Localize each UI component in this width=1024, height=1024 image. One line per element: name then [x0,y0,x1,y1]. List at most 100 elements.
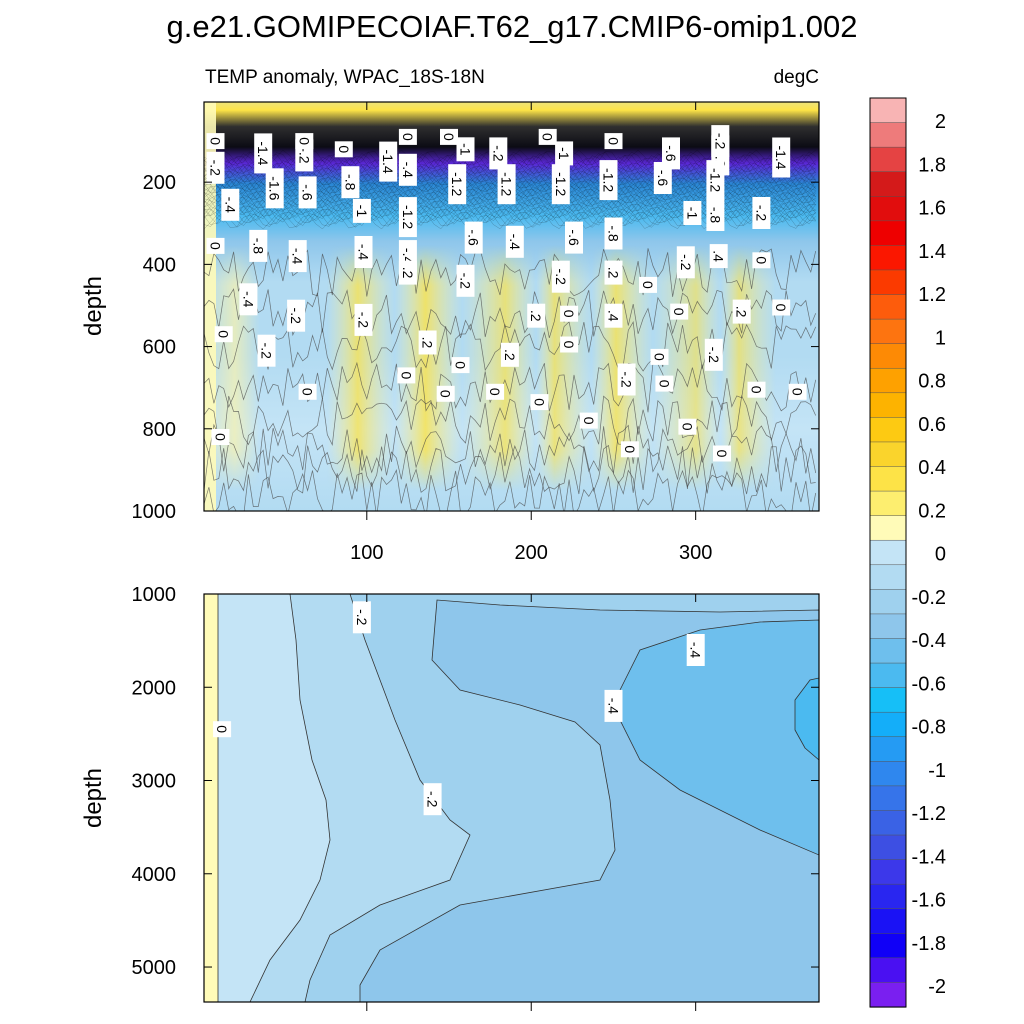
contour-label-text: -.4 [290,248,306,265]
contour-label-text: 0 [336,145,352,153]
colorbar-label: -2 [928,976,946,998]
contour-label-box [352,601,371,634]
contour-label-text: 0 [561,341,577,349]
colorbar-swatch [869,97,907,124]
contour-label-text: -.4 [400,248,416,265]
contour-label-box [440,128,458,145]
contour-label: -.2 [489,137,508,170]
contour-label: 0 [538,128,557,145]
contour-label-text: .4 [711,250,727,262]
contour-label-text: -.2 [458,273,474,290]
colorbar-swatch [869,736,907,762]
lower-field: 0 -.2 -.2 -.4 -.4 [204,594,819,1002]
colorbar-swatch [869,662,907,689]
contour-label-text: -1.2 [601,168,617,192]
upper-y-axis-label: depth [80,276,107,336]
contour-label-box [538,128,557,145]
contour-label-text: 0 [606,137,622,145]
contour-label-text: .4 [606,310,622,322]
lower-axis-ticks: 1000 2000 3000 4000 5000 [132,584,819,1011]
contour-label-box [352,198,371,223]
x-tick-label: 100 [350,542,383,564]
upper-frame [203,101,820,512]
lower-contour-labels: 0 -.2 -.2 -.4 -.4 [213,601,705,816]
y-tick-label: 5000 [132,957,177,979]
contour-label-text: -.6 [566,229,582,246]
contour-label: -.6 [565,221,583,254]
contour-label: -.2 [423,783,442,816]
contour-label: -.8 [249,229,268,262]
contour-label: 0 [639,276,657,293]
contour-label: -.6 [298,176,317,209]
contour-label: 0 [398,128,417,145]
contour-label: .2 [604,260,623,285]
x-tick-label: 300 [679,542,712,564]
contour-label: -1.2 [551,164,570,205]
upper-isoline [204,444,816,495]
contour-label: 0 [560,305,579,322]
contour-label-box [565,221,583,254]
colorbar-label: -0.6 [912,673,946,695]
contour-label-text: -.8 [606,225,622,242]
contour-label-box [560,305,579,322]
colorbar-swatch [869,687,907,713]
contour-label-text: -1.4 [255,141,271,165]
contour-label-box [551,164,570,205]
contour-label-box [489,137,508,170]
contour-label-box [704,338,723,371]
contour-label: 0 [747,381,766,398]
contour-label: .2 [398,260,417,285]
colorbar-swatch [869,957,907,984]
contour-label-box [713,445,731,462]
colorbar-swatch [869,392,907,419]
contour-label: .4 [709,244,728,269]
contour-label: 0 [436,385,455,402]
lower-region-minus-0.45 [794,677,819,761]
colorbar-swatch [869,171,907,197]
contour-label: 0 [334,141,353,158]
contour-label-box [711,125,730,158]
contour-label-text: -.2 [425,791,441,808]
colorbar-frame [869,97,907,1008]
contour-label: 0 [670,303,689,320]
contour-label: -.2 [551,260,570,293]
lower-region-zero [204,594,218,1002]
contour-label-text: 0 [581,417,597,425]
contour-label: 0 [713,445,731,462]
contour-label-box [423,783,442,816]
contour-label-box [560,336,579,353]
contour-label-text: .2 [502,349,518,361]
upper-isoline [204,469,817,511]
contour-label-box [579,412,598,429]
y-tick-label: 1000 [132,584,177,606]
contour-label: -.2 [206,151,225,184]
contour-label: 0 [211,429,230,445]
colorbar-swatch [869,564,907,591]
contour-label-box [418,330,437,355]
colorbar-label: 1.6 [918,198,946,220]
contour-label-text: 0 [790,388,806,396]
contour-label: 0 [604,133,623,150]
contour-label-box [436,385,455,402]
contour-label-text: .2 [734,306,750,318]
contour-label-text: .2 [400,267,416,279]
contour-label: -1 [456,137,475,162]
contour-label-box [551,260,570,293]
contour-label-box [530,394,549,411]
contour-label: -1.2 [706,160,725,201]
colorbar-swatch [869,933,907,959]
contour-label-box [655,375,674,392]
contour-label: 0 [397,367,416,384]
contour-label: 0 [295,133,314,150]
contour-label-text: -1.2 [449,172,465,196]
colorbar-swatch [869,810,907,836]
contour-label: 0 [678,418,697,435]
contour-label-box [604,260,623,285]
contour-label-text: 0 [438,390,454,398]
contour-label-text: .2 [420,337,436,349]
contour-label-box [709,244,728,269]
contour-label-box [298,176,317,209]
contour-label-text: -1.6 [267,176,283,200]
contour-label-text: -1 [684,207,700,220]
